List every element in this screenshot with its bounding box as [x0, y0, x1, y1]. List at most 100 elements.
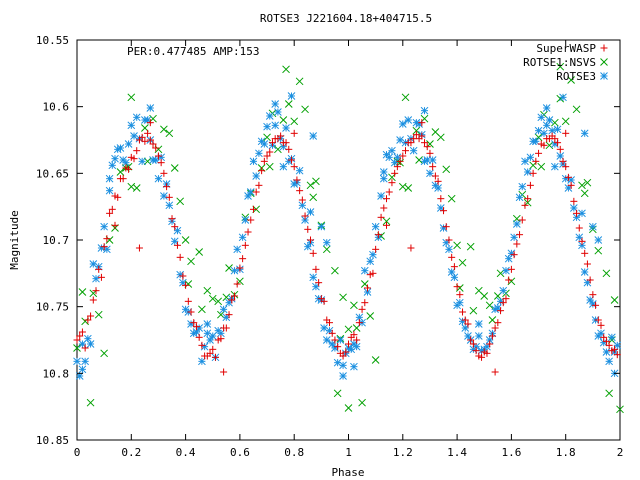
rotse3-point: [521, 157, 529, 166]
x-axis-label: Phase: [331, 466, 364, 479]
rotse1-nsvs-point: [208, 294, 217, 303]
rotse3-point: [499, 286, 508, 295]
superwasp-point: [97, 273, 105, 281]
rotse3-point: [360, 266, 369, 275]
rotse3-point: [173, 226, 182, 235]
superwasp-point: [535, 149, 543, 157]
superwasp-point: [258, 167, 266, 175]
rotse1-nsvs-point: [279, 116, 288, 124]
x-tick-label: 1.2: [393, 446, 413, 459]
superwasp-point: [518, 216, 526, 224]
superwasp-point: [383, 195, 391, 203]
superwasp-point: [252, 188, 260, 196]
rotse3-point: [434, 184, 442, 192]
superwasp-point: [597, 321, 605, 329]
rotse1-nsvs-point: [127, 93, 136, 102]
points-layer: [73, 62, 624, 414]
superwasp-point: [144, 129, 152, 137]
rotse3-point: [339, 361, 347, 370]
rotse3-point: [81, 357, 89, 366]
rotse3-point: [388, 146, 396, 155]
rotse1-nsvs-point: [344, 325, 353, 334]
rotse1-nsvs-point: [295, 77, 304, 86]
superwasp-point: [184, 297, 192, 305]
rotse3-point: [474, 320, 483, 328]
rotse3-point: [510, 233, 518, 242]
superwasp-point: [478, 353, 486, 361]
superwasp-point: [206, 349, 214, 357]
superwasp-point: [562, 163, 570, 171]
legend-marker-rotse1-nsvs: [600, 58, 608, 66]
superwasp-point: [146, 136, 154, 144]
rotse1-nsvs-point: [401, 93, 410, 102]
superwasp-point: [130, 155, 138, 163]
x-tick-label: 1.6: [501, 446, 521, 459]
superwasp-point: [429, 163, 437, 171]
rotse3-point: [274, 108, 282, 116]
rotse3-point: [404, 116, 413, 124]
superwasp-point: [418, 119, 426, 127]
rotse3-point: [309, 132, 318, 140]
superwasp-point: [342, 348, 350, 356]
rotse3-point: [203, 320, 212, 328]
superwasp-point: [187, 308, 195, 316]
rotse3-point: [526, 153, 535, 162]
superwasp-point: [383, 221, 391, 229]
superwasp-point: [573, 209, 581, 217]
x-tick-label: 0.8: [284, 446, 304, 459]
rotse3-point: [445, 245, 453, 254]
rotse3-point: [263, 122, 271, 131]
rotse1-nsvs-point: [436, 133, 445, 142]
superwasp-point: [249, 205, 257, 213]
superwasp-point: [160, 169, 168, 177]
superwasp-point: [594, 316, 602, 324]
rotse3-point: [420, 106, 429, 115]
ticks-layer: 0 0.2 0.4 0.6 0.8 1 1.2 1.4 1.6 1.8 2 10.55 10.6 10.6…: [36, 34, 623, 459]
superwasp-point: [138, 133, 146, 141]
superwasp-point: [559, 157, 567, 165]
rotse1-nsvs-point: [170, 164, 179, 172]
y-tick-label: 10.85: [36, 434, 69, 447]
rotse1-nsvs-point: [160, 125, 168, 134]
superwasp-point: [361, 299, 369, 307]
rotse3-point: [339, 372, 347, 380]
rotse3-point: [111, 154, 119, 163]
rotse1-nsvs-point: [265, 162, 274, 171]
y-tick-label: 10.55: [36, 34, 69, 47]
x-tick-label: 0.6: [230, 446, 250, 459]
rotse1-nsvs-point: [610, 296, 619, 304]
rotse3-point: [138, 157, 147, 166]
rotse1-nsvs-point: [485, 301, 494, 310]
x-tick-label: 0.2: [121, 446, 141, 459]
superwasp-point: [472, 347, 480, 355]
superwasp-point: [551, 135, 559, 143]
rotse3-point: [580, 129, 589, 138]
superwasp-point: [241, 241, 249, 249]
y-axis-label: Magnitude: [8, 210, 21, 270]
superwasp-point: [583, 260, 591, 268]
superwasp-point: [220, 368, 228, 376]
y-tick-label: 10.7: [43, 234, 70, 247]
superwasp-point: [304, 225, 312, 233]
superwasp-point: [312, 265, 320, 273]
rotse1-nsvs-point: [561, 117, 570, 126]
superwasp-point: [149, 140, 157, 148]
rotse3-point: [282, 124, 290, 132]
superwasp-point: [133, 147, 141, 155]
superwasp-point: [290, 163, 298, 171]
superwasp-point: [423, 143, 431, 151]
rotse3-point: [306, 208, 315, 216]
superwasp-point: [353, 336, 361, 344]
rotse3-point: [423, 156, 432, 164]
superwasp-point: [78, 328, 86, 336]
rotse1-nsvs-point: [331, 266, 339, 275]
rotse3-point: [428, 156, 437, 164]
superwasp-point: [488, 332, 496, 340]
rotse1-nsvs-point: [366, 312, 375, 320]
rotse3-point: [265, 112, 274, 120]
superwasp-point: [459, 308, 467, 316]
rotse1-nsvs-point: [556, 62, 565, 71]
superwasp-point: [325, 319, 333, 327]
